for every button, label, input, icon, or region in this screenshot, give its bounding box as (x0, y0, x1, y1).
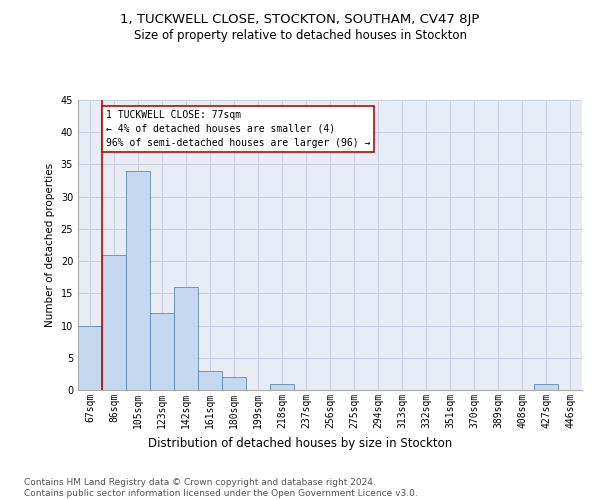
Text: 1 TUCKWELL CLOSE: 77sqm
← 4% of detached houses are smaller (4)
96% of semi-deta: 1 TUCKWELL CLOSE: 77sqm ← 4% of detached… (106, 110, 370, 148)
Bar (78, 326, 102, 390)
Y-axis label: Number of detached properties: Number of detached properties (45, 163, 55, 327)
Text: Distribution of detached houses by size in Stockton: Distribution of detached houses by size … (148, 438, 452, 450)
Bar (222, 377, 246, 390)
Text: Contains HM Land Registry data © Crown copyright and database right 2024.
Contai: Contains HM Land Registry data © Crown c… (24, 478, 418, 498)
Bar (150, 312, 174, 390)
Bar (174, 287, 198, 390)
Text: 1, TUCKWELL CLOSE, STOCKTON, SOUTHAM, CV47 8JP: 1, TUCKWELL CLOSE, STOCKTON, SOUTHAM, CV… (121, 12, 479, 26)
Bar (102, 254, 126, 390)
Bar (198, 370, 222, 390)
Bar (534, 384, 558, 390)
Text: Size of property relative to detached houses in Stockton: Size of property relative to detached ho… (133, 29, 467, 42)
Bar (270, 384, 294, 390)
Bar (126, 171, 150, 390)
